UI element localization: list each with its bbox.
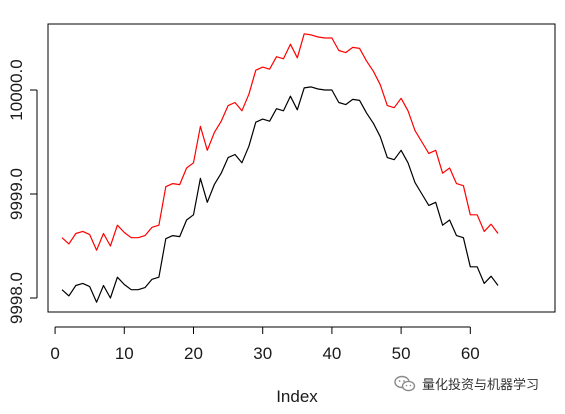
x-tick-label: 0 [50, 344, 59, 363]
plot-frame [47, 23, 556, 313]
x-axis-title: Index [276, 387, 318, 406]
series-line-1 [61, 33, 499, 251]
series-line-2 [61, 86, 499, 303]
watermark: 量化投资与机器学习 [394, 374, 539, 393]
x-tick-label: 10 [115, 344, 134, 363]
x-tick-label: 60 [461, 344, 480, 363]
y-tick-label: 9999.0 [7, 168, 26, 220]
x-tick-label: 40 [322, 344, 341, 363]
x-axis: 0 10 20 30 40 50 60 [50, 326, 480, 363]
series-layer [61, 33, 499, 303]
y-axis: 9998.0 9999.0 10000.0 [7, 59, 38, 324]
watermark-text: 量化投资与机器学习 [422, 378, 540, 393]
x-tick-label: 50 [392, 344, 411, 363]
y-tick-label: 9998.0 [7, 272, 26, 324]
x-tick-label: 20 [184, 344, 203, 363]
x-tick-label: 30 [253, 344, 272, 363]
y-tick-label: 10000.0 [7, 59, 26, 120]
wechat-icon [394, 375, 416, 393]
